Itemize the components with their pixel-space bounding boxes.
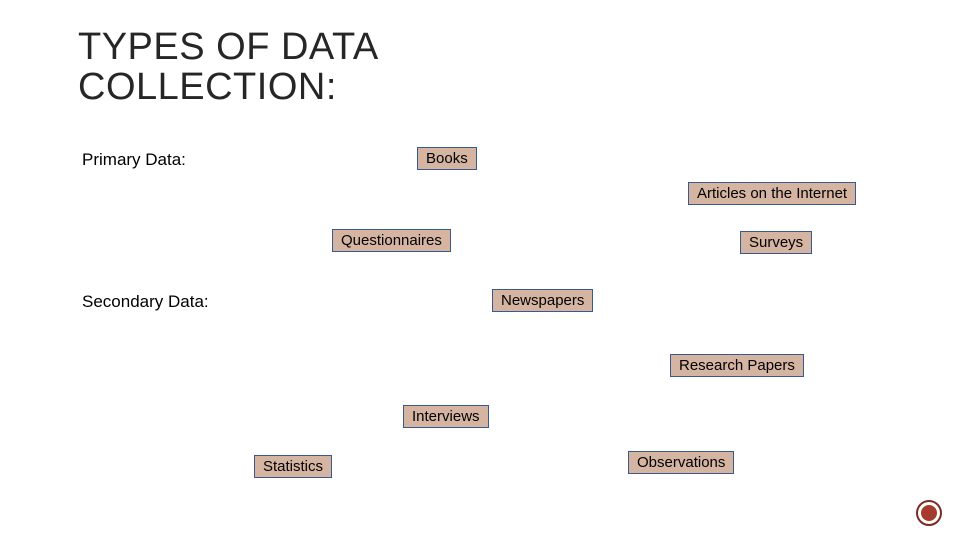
title-line-1: TYPES OF DATA: [78, 28, 379, 68]
slide-title: TYPES OF DATA COLLECTION:: [78, 28, 379, 108]
title-line-2: COLLECTION:: [78, 68, 379, 108]
label-secondary-data: Secondary Data:: [82, 292, 209, 312]
decoration-inner-circle: [921, 505, 937, 521]
corner-decoration-icon: [916, 500, 942, 526]
box-research: Research Papers: [670, 354, 804, 377]
box-interviews: Interviews: [403, 405, 489, 428]
box-articles: Articles on the Internet: [688, 182, 856, 205]
box-statistics: Statistics: [254, 455, 332, 478]
label-primary-data: Primary Data:: [82, 150, 186, 170]
box-questionnaires: Questionnaires: [332, 229, 451, 252]
box-surveys: Surveys: [740, 231, 812, 254]
box-observations: Observations: [628, 451, 734, 474]
box-books: Books: [417, 147, 477, 170]
slide: TYPES OF DATA COLLECTION: Primary Data: …: [0, 0, 960, 540]
box-newspapers: Newspapers: [492, 289, 593, 312]
